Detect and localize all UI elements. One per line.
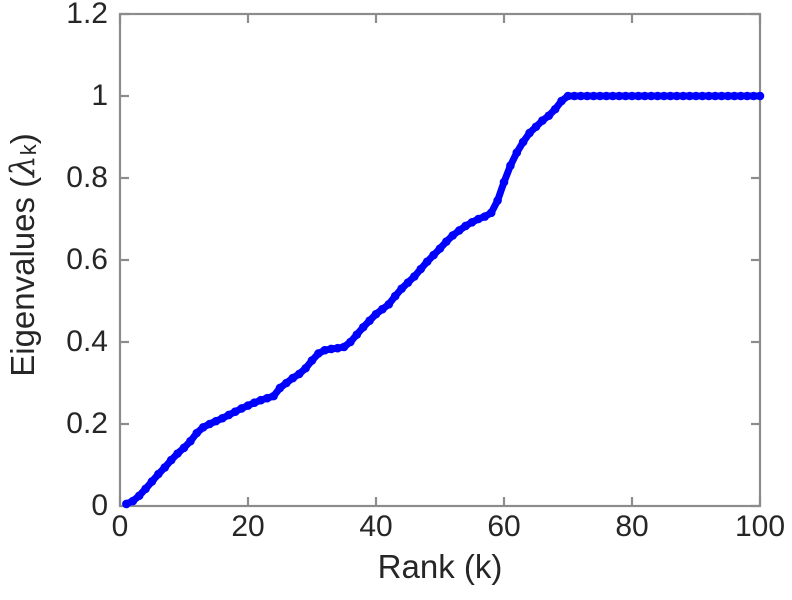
x-tick-label: 100 <box>734 510 786 543</box>
x-tick-label: 20 <box>231 510 265 543</box>
data-series-eigenvalues <box>122 91 765 509</box>
axis-box <box>118 12 762 508</box>
x-tick-label: 60 <box>487 510 521 543</box>
y-tick-label: 0.4 <box>66 325 108 358</box>
y-tick-label-group: 0 0.2 0.4 0.6 0.8 1 1.2 <box>0 0 108 600</box>
y-tick-label: 0 <box>91 489 108 522</box>
y-tick-label: 0.6 <box>66 243 108 276</box>
y-tick-label: 0.8 <box>66 161 108 194</box>
y-tick-label: 1.2 <box>66 0 108 30</box>
x-tick-label: 0 <box>111 510 129 543</box>
tick-marks <box>118 12 762 508</box>
x-tick-label: 40 <box>359 510 393 543</box>
x-tick-label-group: 0 20 40 60 80 100 <box>0 512 792 552</box>
x-axis-title: Rank (k) <box>377 548 503 585</box>
y-tick-label: 0.2 <box>66 407 108 440</box>
y-tick-label: 1 <box>91 79 108 112</box>
x-tick-label: 80 <box>615 510 649 543</box>
